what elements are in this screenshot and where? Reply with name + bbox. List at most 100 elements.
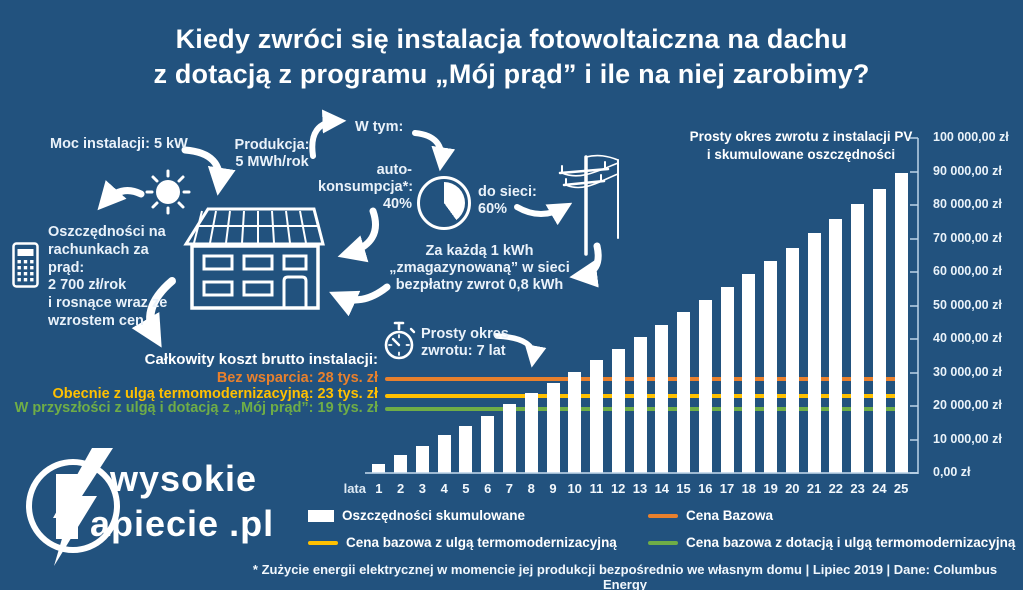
x-tick-label: 5: [462, 481, 470, 496]
bar-year-2: [394, 454, 408, 473]
bar-year-16: [698, 299, 712, 473]
y-tick: [910, 137, 918, 139]
bar-year-22: [829, 219, 843, 473]
legend-label: Cena bazowa z ulgą termomodernizacyjną: [346, 535, 617, 550]
logo-suffix: .pl: [229, 503, 275, 544]
logo-text-line1: wysokie: [110, 458, 258, 499]
bar-year-12: [611, 348, 625, 473]
x-tick-label: 21: [806, 481, 822, 496]
x-tick-label: 11: [589, 481, 604, 496]
y-tick-label: 50 000,00 zł: [933, 297, 1002, 312]
bar-year-3: [415, 445, 429, 473]
footnote: * Zużycie energii elektrycznej w momenci…: [252, 562, 998, 590]
y-tick-label: 80 000,00 zł: [933, 197, 1002, 211]
legend-label: Oszczędności skumulowane: [342, 508, 526, 523]
y-tick: [910, 237, 918, 240]
bar-year-9: [546, 382, 560, 473]
chart-title: Prosty okres zwrotu z instalacji PV i sk…: [689, 129, 913, 163]
bar-year-4: [437, 435, 451, 473]
legend-swatch-orange-line: [648, 513, 678, 518]
x-tick-label: 8: [527, 481, 535, 496]
x-tick-label: 6: [484, 481, 492, 496]
x-tick-label: 20: [785, 481, 800, 496]
x-axis-line: [365, 472, 918, 474]
x-tick-label: 2: [396, 481, 405, 496]
bar-year-5: [459, 425, 473, 473]
bar-year-10: [568, 371, 582, 473]
x-tick-label: 25: [893, 481, 909, 496]
x-tick-label: 16: [698, 481, 713, 496]
y-tick: [910, 371, 918, 374]
legend-label: Cena Bazowa: [686, 508, 774, 523]
bar-year-8: [524, 392, 538, 473]
house-solar-icon: [183, 207, 325, 310]
page-title: Kiedy zwróci się instalacja fotowoltaicz…: [153, 24, 870, 90]
x-tick-label: 23: [850, 481, 865, 496]
bar-year-14: [655, 324, 669, 473]
y-tick-label: 70 000,00 zł: [933, 230, 1002, 245]
energy-split-pie-icon: [417, 176, 471, 230]
x-axis-prefix: lata: [343, 481, 366, 496]
x-tick-label: 9: [549, 481, 557, 496]
y-tick-label: 30 000,00 zł: [933, 364, 1002, 379]
x-tick-label: 17: [719, 481, 735, 496]
bar-year-21: [807, 232, 821, 473]
cost-header: Całkowity koszt brutto instalacji:: [144, 351, 378, 368]
x-tick-label: 19: [763, 481, 778, 496]
x-tick-label: 24: [872, 481, 887, 496]
reference-line-1: [385, 377, 908, 382]
bar-year-24: [872, 188, 886, 473]
reference-line-3: [385, 407, 908, 412]
x-tick-label: 13: [632, 481, 648, 496]
x-tick-label: 15: [676, 481, 691, 496]
y-axis-line: [917, 138, 919, 474]
bar-year-18: [742, 274, 756, 473]
bar-year-6: [481, 415, 495, 473]
legend-item-base-price: Cena Bazowa: [648, 508, 773, 523]
label-storage-rule: Za każdą 1 kWh „zmagazynowaną” w sieci b…: [389, 243, 570, 293]
bar-year-7: [502, 403, 516, 473]
y-tick-label: 90 000,00 zł: [933, 163, 1002, 178]
legend-item-thermo: Cena bazowa z ulgą termomodernizacyjną: [308, 535, 617, 550]
y-tick: [910, 170, 918, 173]
x-tick-label: 1: [375, 481, 383, 496]
logo-text-line2: apiecie .pl: [90, 503, 275, 544]
bar-year-11: [590, 359, 603, 473]
arrow-wtym-to-pie: [412, 130, 456, 172]
y-tick-label: 10 000,00 zł: [933, 431, 1002, 446]
cost-row-label-1: Bez wsparcia: 28 tys. zł: [216, 369, 378, 386]
label-payback: Prosty okres zwrotu: 7 lat: [421, 326, 509, 359]
x-tick-label: 3: [418, 481, 426, 496]
y-tick-label: 100 000,00 zł: [933, 130, 1009, 144]
reference-line-2: [385, 393, 908, 398]
y-tick-label: 40 000,00 zł: [933, 331, 1002, 345]
x-tick-label: 12: [610, 481, 626, 496]
x-tick-label: 4: [440, 481, 448, 496]
legend-swatch-yellow-line: [308, 540, 338, 545]
legend-item-savings: Oszczędności skumulowane: [308, 508, 525, 523]
label-togrid: do sieci: 60%: [478, 184, 537, 217]
y-tick: [910, 304, 918, 307]
wysokienapiecie-logo-icon: [26, 448, 120, 566]
legend-swatch-green-line: [648, 540, 678, 545]
sun-icon: [145, 169, 191, 215]
legend-label: Cena bazowa z dotacją i ulgą termomodern…: [686, 535, 1016, 550]
power-pole-icon: [558, 154, 619, 256]
stopwatch-icon: [384, 321, 416, 360]
legend-swatch-bar: [308, 509, 334, 522]
y-tick: [910, 405, 918, 407]
label-savings: Oszczędności na rachunkach za prąd: 2 70…: [48, 224, 168, 330]
cost-row-label-3: W przyszłości z ulgą i dotacją z „Mój pr…: [14, 399, 378, 416]
x-tick-label: 18: [741, 481, 757, 496]
x-tick-label: 22: [828, 481, 844, 496]
bar-year-17: [720, 287, 734, 473]
y-tick-label: 20 000,00 zł: [933, 398, 1002, 412]
y-tick-label: 60 000,00 zł: [933, 264, 1002, 278]
cost-row-label-2: Obecnie z ulgą termomodernizacyjną: 23 t…: [52, 386, 378, 403]
x-tick-label: 10: [567, 481, 582, 496]
bar-year-23: [851, 204, 865, 473]
label-production: Produkcja: 5 MWh/rok: [234, 137, 310, 170]
y-tick: [910, 271, 918, 273]
calculator-icon: [12, 242, 39, 288]
